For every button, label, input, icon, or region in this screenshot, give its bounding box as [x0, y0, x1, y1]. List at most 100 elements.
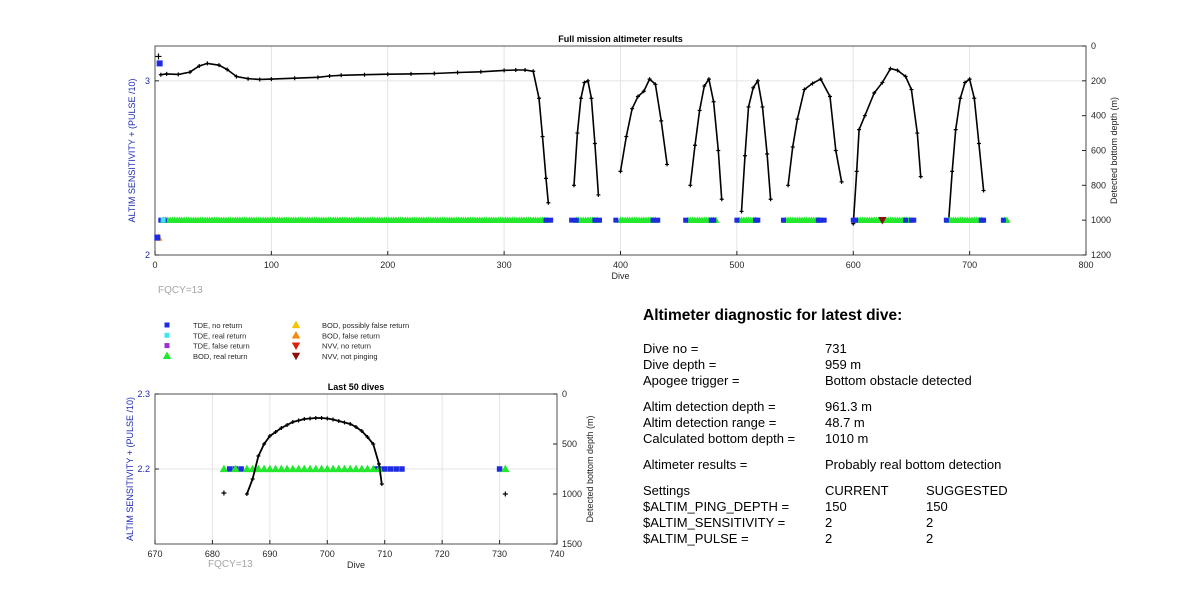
x-tick-label: 720	[435, 549, 450, 559]
sensitivity-suggested: 2	[926, 515, 934, 530]
depth-point	[746, 104, 751, 109]
depth-point	[197, 64, 202, 69]
legend-label: TDE, real return	[193, 331, 246, 340]
series-marker	[780, 217, 786, 223]
series-marker	[911, 217, 917, 223]
x-axis-label: Dive	[611, 271, 629, 281]
calculated-depth-label: Calculated bottom depth =	[643, 431, 796, 446]
depth-point	[786, 183, 791, 188]
legend-label: BOD, possibly false return	[322, 321, 409, 330]
depth-point	[765, 151, 770, 156]
bod-real-marker	[254, 464, 263, 473]
depth-point	[641, 89, 646, 94]
depth-point	[354, 425, 358, 429]
depth-point	[659, 118, 664, 123]
detection-range-value: 48.7 m	[825, 415, 865, 430]
legend-label: NVV, no return	[322, 342, 371, 351]
y-left-axis-label: ALTIM SENSITIVITY + (PULSE /10)	[127, 79, 137, 223]
bod-real-marker	[369, 464, 378, 473]
depth-point	[872, 91, 877, 96]
depth-point	[918, 174, 923, 179]
bod-real-marker	[334, 464, 343, 473]
bod-real-marker	[340, 464, 349, 473]
depth-point	[205, 61, 210, 66]
depth-point	[313, 416, 318, 420]
altimeter-diagnostic-panel: Altimeter diagnostic for latest dive: Di…	[643, 307, 1163, 547]
depth-point	[592, 141, 597, 146]
pulse-label: $ALTIM_PULSE =	[643, 531, 749, 546]
depth-point	[319, 416, 324, 420]
depth-point	[962, 80, 967, 85]
bod-real-marker	[328, 464, 338, 473]
depth-point	[647, 77, 652, 82]
bod-real-marker	[265, 464, 275, 473]
legend-label: BOD, real return	[193, 352, 248, 361]
x-tick-label: 740	[549, 549, 564, 559]
settings-header: Settings	[643, 483, 690, 498]
depth-point	[624, 134, 629, 139]
bod-real-marker	[317, 464, 326, 473]
suggested-header: SUGGESTED	[926, 483, 1008, 498]
depth-point	[339, 73, 344, 78]
depth-point	[250, 477, 255, 481]
depth-point	[176, 72, 181, 77]
y-right-tick-label: 200	[1091, 76, 1106, 86]
fqcy-annotation: FQCY=13	[208, 559, 253, 570]
series-marker	[548, 217, 554, 223]
ping-depth-current: 150	[825, 499, 847, 514]
depth-point	[348, 422, 353, 426]
depth-point	[257, 77, 262, 82]
x-tick-label: 700	[320, 549, 335, 559]
special-point	[156, 60, 163, 67]
bod-real-marker	[501, 464, 510, 473]
depth-point	[164, 71, 169, 76]
bod-real-marker	[305, 464, 315, 473]
depth-curve	[852, 67, 922, 224]
depth-point	[589, 96, 594, 101]
detection-depth-label: Altim detection depth =	[643, 399, 776, 414]
y-right-tick-label: 1000	[562, 489, 582, 499]
diagnostic-title: Altimeter diagnostic for latest dive:	[643, 307, 903, 324]
y-right-tick-label: 1500	[562, 539, 582, 549]
legend-marker	[291, 330, 301, 339]
depth-point	[502, 68, 507, 73]
detection-range-label: Altim detection range =	[643, 415, 777, 430]
pulse-suggested: 2	[926, 531, 934, 546]
depth-point	[958, 96, 963, 101]
depth-point	[827, 94, 832, 99]
apogee-trigger-label: Apogee trigger =	[643, 373, 740, 388]
depth-point	[755, 78, 760, 83]
legend-label: TDE, false return	[193, 342, 250, 351]
x-tick-label: 730	[492, 549, 507, 559]
depth-point	[795, 117, 800, 122]
depth-point	[285, 423, 290, 427]
depth-point	[371, 442, 376, 446]
depth-point	[217, 63, 222, 68]
series-marker	[755, 217, 761, 223]
legend-marker	[291, 352, 301, 361]
depth-point	[833, 148, 838, 153]
y-left-tick-label: 3	[145, 76, 150, 86]
depth-point	[246, 76, 251, 81]
series-marker	[592, 217, 598, 223]
depth-point	[544, 176, 549, 181]
y-left-tick-label: 2	[145, 250, 150, 260]
series-marker	[821, 217, 827, 223]
dive-no-value: 731	[825, 341, 847, 356]
bod-real-marker	[259, 464, 269, 473]
x-tick-label: 0	[152, 260, 157, 270]
calculated-depth-value: 1010 m	[825, 431, 869, 446]
apogee-trigger-value: Bottom obstacle detected	[825, 373, 972, 388]
bod-real-marker	[219, 464, 229, 473]
legend-marker	[291, 320, 301, 329]
depth-point	[531, 69, 536, 74]
legend-label: BOD, false return	[322, 331, 380, 340]
depth-point	[888, 66, 893, 71]
depth-point	[234, 74, 239, 79]
tde-no-return-marker	[381, 466, 388, 472]
depth-point	[302, 417, 307, 421]
depth-point	[455, 70, 460, 75]
depth-point	[540, 134, 545, 139]
dive-no-label: Dive no =	[643, 341, 699, 356]
